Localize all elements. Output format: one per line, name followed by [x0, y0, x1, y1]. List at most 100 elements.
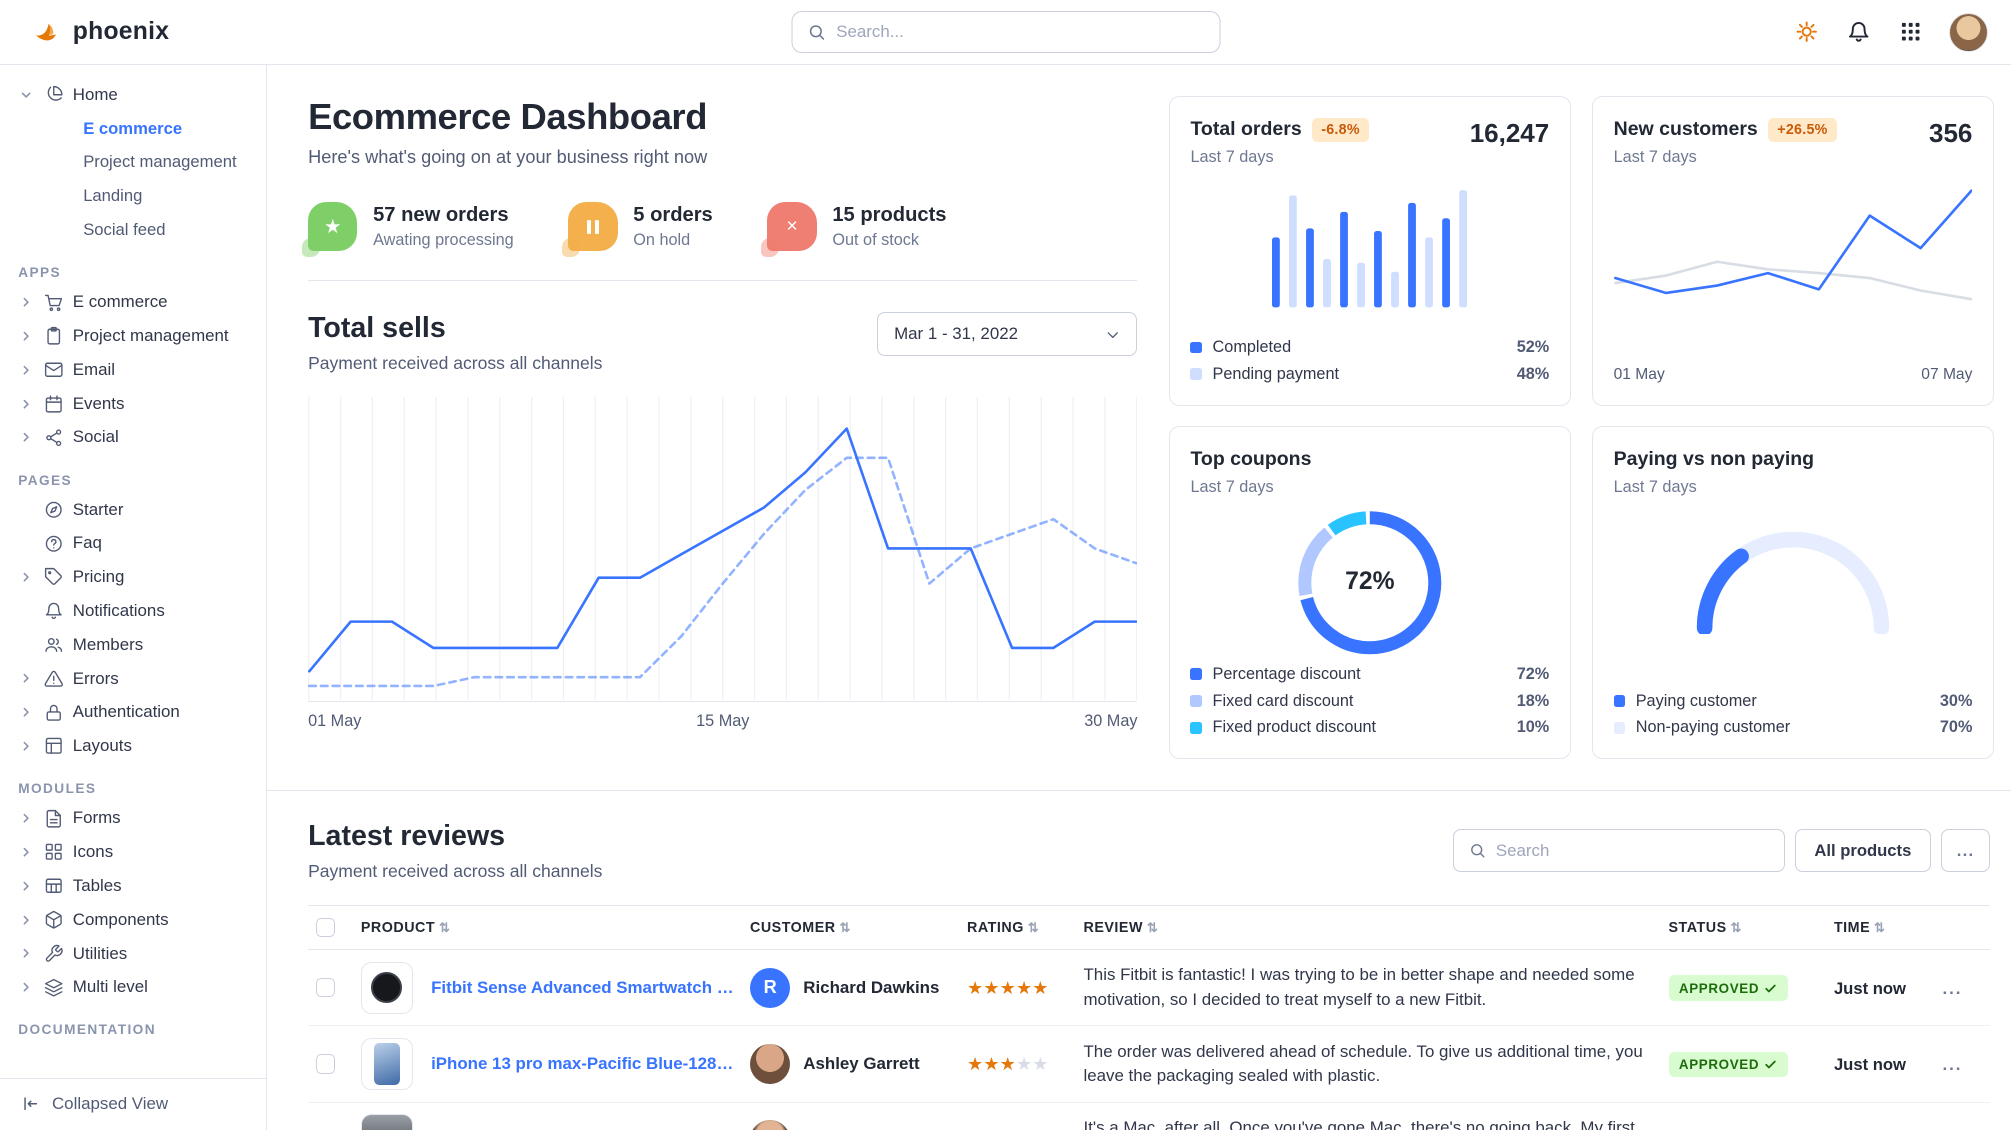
total-sells-title: Total sells: [308, 312, 446, 345]
sidebar-item-starter[interactable]: Starter: [8, 493, 258, 527]
column-header-rating[interactable]: RATING ⇅: [959, 905, 1076, 951]
product-link[interactable]: Fitbit Sense Advanced Smartwatch with To…: [431, 977, 735, 997]
reviews-table: PRODUCT ⇅ CUSTOMER ⇅ RATING ⇅ REVIEW ⇅ STATUS ⇅ TI…: [308, 905, 1991, 1130]
table-icon: [44, 876, 64, 896]
sidebar-item-multi-level[interactable]: Multi level: [8, 970, 258, 1004]
new-customers-chart: [1613, 183, 1973, 318]
product-image[interactable]: [360, 1038, 413, 1091]
total-orders-chart: [1272, 180, 1468, 308]
column-header-status[interactable]: STATUS ⇅: [1660, 905, 1827, 951]
star-icon: ★: [301, 202, 358, 257]
all-products-button[interactable]: All products: [1795, 829, 1931, 873]
reviews-more-button[interactable]: ...: [1940, 829, 1991, 873]
x-tick: 15 May: [696, 712, 750, 731]
card-title: Top coupons: [1190, 448, 1312, 471]
search-icon: [1470, 844, 1485, 858]
column-header-product[interactable]: PRODUCT ⇅: [353, 905, 743, 951]
sidebar-item-icons[interactable]: Icons: [8, 835, 258, 869]
sidebar-item-e-commerce[interactable]: E commerce: [83, 118, 183, 138]
chevron-right-icon: [18, 430, 35, 444]
search-input[interactable]: [836, 21, 1204, 42]
tool-icon: [44, 944, 64, 964]
notifications-button[interactable]: [1837, 10, 1881, 54]
customer-avatar[interactable]: [749, 1120, 791, 1130]
sidebar-item-landing[interactable]: Landing: [83, 186, 143, 206]
sidebar-section-pages: PAGES: [18, 472, 73, 488]
sidebar-item-forms[interactable]: Forms: [8, 801, 258, 835]
sidebar-item-label: Tables: [72, 875, 122, 895]
product-image[interactable]: [360, 1114, 413, 1130]
tag-icon: [44, 567, 64, 587]
collapse-view-toggle[interactable]: Collapsed View: [0, 1077, 266, 1130]
sidebar-item-errors[interactable]: Errors: [8, 662, 258, 696]
review-text: This Fitbit is fantastic! I was trying t…: [1083, 965, 1635, 1009]
sidebar-item-label: Authentication: [72, 702, 180, 722]
column-header-customer[interactable]: CUSTOMER ⇅: [742, 905, 960, 951]
topbar-search[interactable]: [791, 10, 1221, 54]
date-range-select[interactable]: Mar 1 - 31, 2022: [877, 312, 1138, 357]
column-header-time[interactable]: TIME ⇅: [1826, 905, 1935, 951]
row-more-button[interactable]: ...: [1942, 978, 1963, 998]
customer-avatar[interactable]: R: [749, 967, 791, 1008]
compass-icon: [44, 500, 64, 520]
sidebar-item-layouts[interactable]: Layouts: [8, 729, 258, 763]
reviews-search-input[interactable]: [1495, 840, 1770, 861]
rating-stars: ★★★★★: [967, 1052, 1068, 1076]
sidebar-item-home[interactable]: Home: [8, 78, 258, 112]
apps-grid-button[interactable]: [1889, 10, 1933, 54]
reviews-search[interactable]: [1453, 829, 1785, 873]
sidebar-item-utilities[interactable]: Utilities: [8, 937, 258, 971]
clipboard-icon: [44, 326, 64, 346]
sidebar-item-project-management[interactable]: Project management: [8, 319, 258, 353]
reviews-title: Latest reviews: [308, 819, 506, 852]
chevron-right-icon: [18, 363, 35, 377]
row-checkbox[interactable]: [315, 977, 336, 998]
sidebar-item-components[interactable]: Components: [8, 903, 258, 937]
sidebar-item-email[interactable]: Email: [8, 353, 258, 387]
new-customers-value: 356: [1929, 117, 1973, 148]
sidebar-item-project-management[interactable]: Project management: [83, 152, 237, 172]
legend-swatch: [1613, 695, 1626, 707]
stat-value: 57 new orders: [373, 203, 509, 226]
brand-name: phoenix: [72, 18, 170, 45]
sidebar-item-notifications[interactable]: Notifications: [8, 594, 258, 628]
pause-icon: [561, 202, 618, 257]
legend-item: Non-paying customer 70%: [1613, 718, 1972, 737]
legend-item: Completed 52%: [1190, 338, 1549, 357]
sidebar-item-label: Components: [72, 909, 169, 929]
sidebar-item-authentication[interactable]: Authentication: [8, 696, 258, 730]
sidebar-item-tables[interactable]: Tables: [8, 869, 258, 903]
sidebar-item-social[interactable]: Social: [8, 421, 258, 455]
row-more-button[interactable]: ...: [1942, 1055, 1963, 1075]
brand[interactable]: phoenix: [31, 16, 169, 47]
sun-icon: [1796, 21, 1818, 43]
sidebar-item-pricing[interactable]: Pricing: [8, 560, 258, 594]
row-checkbox[interactable]: [315, 1054, 336, 1074]
star-icon: ★: [1015, 1054, 1033, 1075]
sidebar-item-events[interactable]: Events: [8, 387, 258, 421]
sidebar-item-faq[interactable]: Faq: [8, 527, 258, 561]
sidebar-item-social-feed[interactable]: Social feed: [83, 220, 166, 240]
check-icon: [1765, 1060, 1777, 1069]
product-image[interactable]: [360, 961, 413, 1014]
sidebar-item-members[interactable]: Members: [8, 628, 258, 662]
grid-dots-icon: [1902, 23, 1920, 41]
stat-on-hold: 5 orders On hold: [561, 202, 713, 257]
sidebar-item-label: Members: [72, 634, 144, 654]
page-title: Ecommerce Dashboard: [308, 96, 708, 138]
sidebar-item-e-commerce[interactable]: E commerce: [8, 285, 258, 319]
customer-avatar[interactable]: [749, 1043, 791, 1085]
select-all-checkbox[interactable]: [315, 917, 336, 938]
card-period: Last 7 days: [1613, 148, 1697, 167]
product-link[interactable]: iPhone 13 pro max-Pacific Blue-128GB sto…: [431, 1054, 735, 1074]
user-avatar[interactable]: [1948, 12, 1988, 52]
chevron-right-icon: [18, 397, 35, 411]
chevron-down-icon: [18, 88, 35, 102]
status-badge: APPROVED: [1668, 975, 1788, 1001]
star-icon: ★: [1015, 977, 1033, 998]
theme-toggle-button[interactable]: [1785, 10, 1829, 54]
kpi-cards: Total orders -6.8% Last 7 days 16,247 Co…: [1168, 96, 1995, 760]
review-time: Just now: [1833, 1055, 1906, 1075]
column-header-review[interactable]: REVIEW ⇅: [1075, 905, 1661, 951]
card-title: New customers: [1613, 118, 1758, 141]
